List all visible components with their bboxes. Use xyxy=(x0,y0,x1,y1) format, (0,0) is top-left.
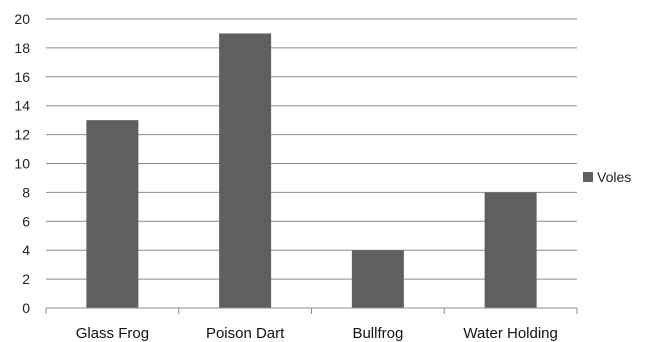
y-tick-label: 0 xyxy=(22,300,30,316)
x-tick-label: Bullfrog xyxy=(352,325,403,342)
legend: Voles xyxy=(583,169,631,185)
y-tick-label: 20 xyxy=(14,11,30,27)
bar-water-holding xyxy=(484,192,537,308)
legend-label: Voles xyxy=(597,169,631,185)
y-tick-label: 6 xyxy=(22,213,30,229)
y-tick-label: 8 xyxy=(22,184,30,200)
y-tick-label: 14 xyxy=(14,98,30,114)
x-axis: Glass Frog Poison Dart Bullfrog Water Holdi… xyxy=(45,307,578,342)
y-tick-label: 12 xyxy=(14,127,30,143)
bar-bullfrog xyxy=(351,250,404,308)
y-tick-label: 2 xyxy=(22,271,30,287)
bars xyxy=(86,33,537,309)
bar-poison-dart xyxy=(219,33,272,308)
y-tick-label: 10 xyxy=(14,156,30,172)
legend-swatch xyxy=(583,172,593,182)
x-tick-label: Glass Frog xyxy=(76,325,149,342)
y-axis: 0 2 4 6 8 10 12 14 16 18 20 xyxy=(14,11,30,316)
y-tick-label: 18 xyxy=(14,40,30,56)
x-tick-label: Poison Dart xyxy=(206,325,285,342)
bar-glass-frog xyxy=(86,120,139,309)
y-tick-label: 16 xyxy=(14,69,30,85)
y-tick-label: 4 xyxy=(22,242,30,258)
x-tick-label: Water Holding xyxy=(463,325,557,342)
